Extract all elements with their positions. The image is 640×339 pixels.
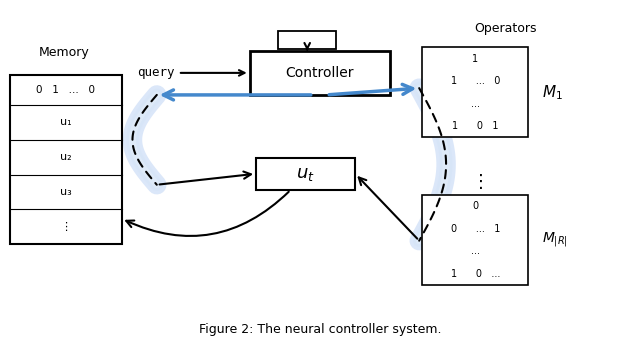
Text: $\vdots$: $\vdots$ — [471, 172, 483, 191]
Text: 0: 0 — [472, 201, 478, 211]
Text: ⋮: ⋮ — [60, 222, 71, 232]
Text: u₃: u₃ — [60, 187, 72, 197]
Text: 1      0   ...: 1 0 ... — [451, 268, 500, 279]
Text: 0      ...   1: 0 ... 1 — [451, 224, 500, 234]
Text: $M_{|R|}$: $M_{|R|}$ — [542, 231, 568, 249]
Text: 1      ...   0: 1 ... 0 — [451, 76, 500, 86]
Text: Controller: Controller — [285, 66, 355, 80]
FancyBboxPatch shape — [256, 158, 355, 190]
FancyBboxPatch shape — [278, 31, 336, 49]
Text: 1      0   1: 1 0 1 — [452, 121, 499, 131]
Text: Memory: Memory — [38, 46, 90, 59]
Text: query: query — [138, 66, 175, 79]
Text: Operators: Operators — [474, 22, 537, 35]
Text: u₁: u₁ — [60, 118, 72, 127]
Text: $M_1$: $M_1$ — [542, 83, 563, 102]
FancyBboxPatch shape — [422, 47, 528, 137]
Text: $u_t$: $u_t$ — [296, 165, 315, 183]
Text: u₂: u₂ — [60, 152, 72, 162]
Text: ...: ... — [470, 99, 480, 108]
Text: 1: 1 — [472, 54, 478, 64]
FancyBboxPatch shape — [10, 75, 122, 244]
FancyBboxPatch shape — [250, 51, 390, 95]
FancyBboxPatch shape — [422, 195, 528, 285]
Text: 0   1   ...   0: 0 1 ... 0 — [36, 85, 95, 95]
Text: ...: ... — [470, 246, 480, 256]
Text: Figure 2: The neural controller system.: Figure 2: The neural controller system. — [199, 323, 441, 336]
